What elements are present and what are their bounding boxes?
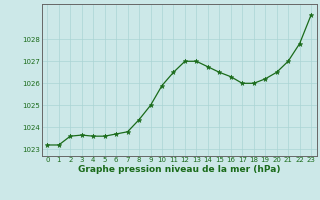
X-axis label: Graphe pression niveau de la mer (hPa): Graphe pression niveau de la mer (hPa) <box>78 165 280 174</box>
